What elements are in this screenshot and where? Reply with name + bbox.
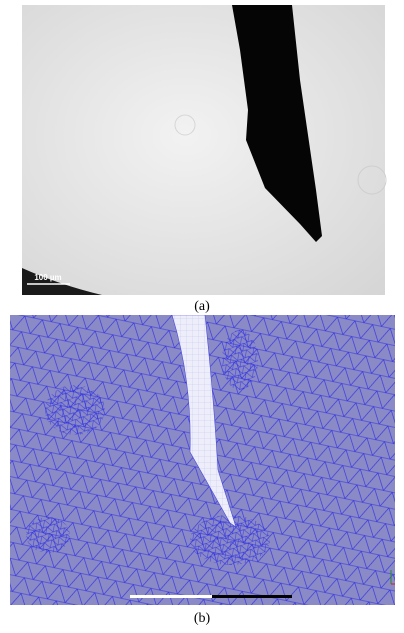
scale-bar-white: [130, 595, 212, 598]
micrograph: [22, 5, 385, 295]
page: 100 µm (a) (b) (() => { const data = JSO…: [0, 0, 404, 633]
mesh-refined: [26, 517, 70, 553]
panel-label: (a): [194, 299, 210, 314]
panel-a: 100 µm: [22, 5, 386, 295]
panel-label: (b): [194, 611, 211, 626]
scale-bar-label: 100 µm: [34, 273, 61, 282]
panel-b: [10, 315, 398, 605]
figure: 100 µm (a) (b): [0, 0, 404, 633]
mesh-refined: [222, 330, 258, 390]
mesh-refined: [45, 385, 105, 435]
scale-bar-black: [212, 595, 292, 598]
